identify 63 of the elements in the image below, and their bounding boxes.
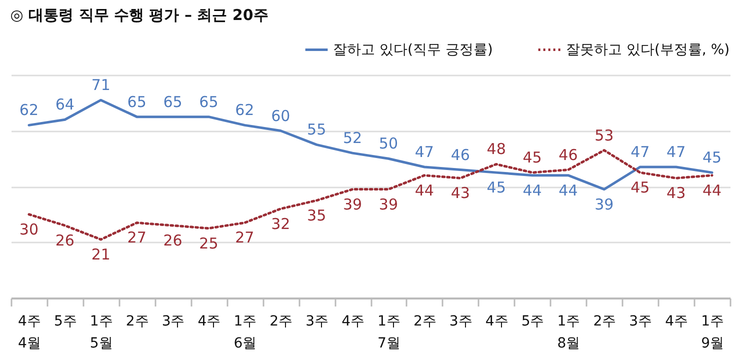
x-tick-label: 1주 7월 — [378, 314, 400, 352]
data-label: 65 — [199, 92, 218, 111]
x-tick-label: 2주 — [593, 314, 616, 330]
data-label: 44 — [414, 181, 434, 200]
data-label: 64 — [55, 96, 74, 114]
x-tick-label: 2주 — [126, 314, 149, 330]
data-label: 47 — [630, 142, 650, 161]
data-label: 44 — [702, 181, 722, 200]
x-tick-label: 1주 8월 — [557, 314, 580, 352]
data-label: 53 — [594, 126, 614, 144]
data-label: 27 — [127, 228, 146, 247]
data-label: 43 — [450, 184, 470, 202]
data-label: 45 — [486, 178, 506, 197]
data-label: 43 — [666, 184, 686, 202]
x-tick-label: 3주 — [629, 314, 652, 330]
x-tick-label: 2주 — [270, 314, 293, 330]
data-label: 71 — [91, 76, 110, 94]
data-label: 26 — [163, 232, 182, 250]
data-label: 39 — [378, 195, 398, 214]
x-tick-label: 1주 6월 — [234, 314, 257, 352]
data-label: 44 — [558, 181, 578, 200]
chart-title: ◎ 대통령 직무 수행 평가 – 최근 20주 — [10, 6, 268, 24]
data-label: 46 — [558, 146, 578, 164]
data-label: 55 — [307, 120, 326, 139]
data-label: 44 — [522, 181, 542, 200]
data-label: 46 — [450, 146, 470, 164]
data-label: 45 — [630, 178, 650, 197]
data-label: 65 — [163, 92, 182, 111]
data-label: 39 — [594, 195, 614, 214]
data-label: 30 — [19, 220, 39, 238]
data-label: 21 — [91, 245, 110, 264]
x-tick-label: 5주 — [521, 314, 544, 330]
data-label: 39 — [342, 195, 362, 214]
x-tick-label: 5주 — [54, 314, 77, 330]
x-tick-label: 3주 — [306, 314, 329, 330]
x-tick-label: 4주 — [198, 314, 221, 330]
legend-label: 잘못하고 있다(부정률, %) — [566, 42, 730, 58]
data-label: 52 — [342, 129, 362, 148]
x-tick-label: 4주 4월 — [18, 314, 41, 352]
data-label: 27 — [235, 228, 254, 247]
data-label: 45 — [702, 148, 722, 167]
data-label: 32 — [271, 214, 290, 233]
x-tick-label: 4주 — [485, 314, 508, 330]
data-label: 65 — [127, 92, 146, 111]
data-label: 60 — [271, 106, 290, 125]
data-label: 45 — [522, 148, 542, 167]
data-label: 62 — [235, 101, 254, 120]
legend-label: 잘하고 있다(직무 긍정률) — [333, 42, 493, 58]
data-label: 35 — [307, 206, 326, 224]
data-label: 47 — [414, 142, 434, 161]
data-label: 50 — [378, 134, 398, 153]
data-label: 26 — [55, 232, 74, 250]
data-label: 47 — [666, 142, 686, 161]
x-tick-label: 4주 — [665, 314, 688, 330]
x-tick-label: 1주 9월 — [701, 314, 724, 352]
x-tick-label: 4주 — [342, 314, 364, 330]
data-label: 62 — [19, 101, 39, 120]
x-tick-label: 1주 5월 — [90, 314, 113, 352]
x-tick-label: 3주 — [449, 314, 472, 330]
x-tick-label: 3주 — [162, 314, 185, 330]
data-label: 25 — [199, 234, 218, 252]
data-label: 48 — [486, 140, 506, 158]
x-tick-label: 2주 — [413, 314, 436, 330]
